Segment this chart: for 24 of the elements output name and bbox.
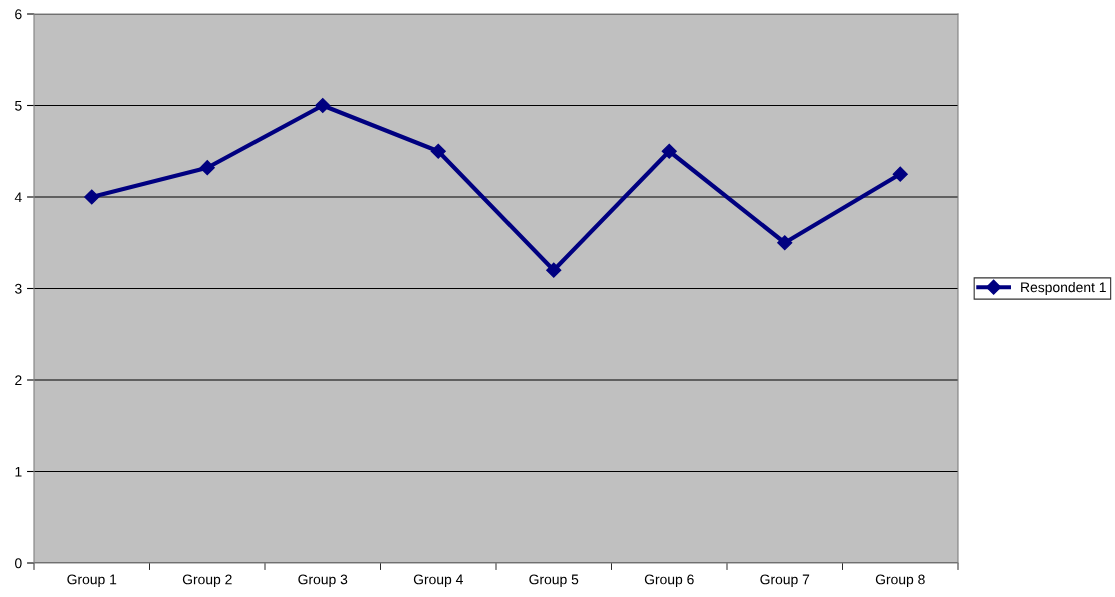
x-tick-label: Group 3 — [298, 574, 348, 588]
y-tick-label: 6 — [15, 9, 22, 20]
legend-label: Respondent 1 — [1021, 282, 1106, 295]
y-tick-label: 1 — [15, 466, 22, 477]
y-tick-label: 3 — [15, 283, 22, 294]
y-tick-label: 5 — [15, 100, 22, 111]
x-tick-label: Group 5 — [529, 574, 579, 588]
y-tick-label: 0 — [15, 558, 22, 569]
y-tick-label: 4 — [14, 192, 22, 203]
point — [546, 262, 562, 278]
x-tick-label: Group 8 — [875, 574, 925, 588]
point — [777, 235, 793, 251]
y-tick-label: 2 — [15, 375, 22, 386]
point — [430, 143, 446, 159]
point — [661, 143, 677, 159]
x-tick-label: Group 2 — [182, 574, 232, 588]
point — [315, 97, 331, 114]
x-tick-label: Group 4 — [413, 574, 463, 588]
point — [84, 189, 100, 205]
x-tick-label: Group 7 — [760, 574, 810, 588]
x-tick-label: Group 6 — [644, 574, 694, 588]
point — [892, 166, 908, 182]
point — [199, 160, 215, 176]
x-tick-label: Group 1 — [67, 574, 117, 588]
